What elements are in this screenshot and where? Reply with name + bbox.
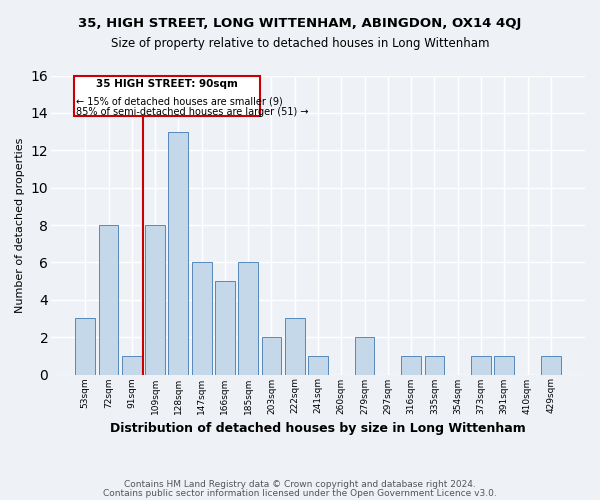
Bar (238, 262, 258, 374)
Bar (471, 356, 491, 374)
Bar (192, 262, 212, 374)
Bar (76, 318, 95, 374)
Text: Contains public sector information licensed under the Open Government Licence v3: Contains public sector information licen… (103, 490, 497, 498)
Bar (262, 337, 281, 374)
Text: 85% of semi-detached houses are larger (51) →: 85% of semi-detached houses are larger (… (76, 108, 308, 118)
Bar (285, 318, 305, 374)
Text: 35, HIGH STREET, LONG WITTENHAM, ABINGDON, OX14 4QJ: 35, HIGH STREET, LONG WITTENHAM, ABINGDO… (79, 18, 521, 30)
Bar (215, 281, 235, 374)
Text: Contains HM Land Registry data © Crown copyright and database right 2024.: Contains HM Land Registry data © Crown c… (124, 480, 476, 489)
Bar (308, 356, 328, 374)
Bar (169, 132, 188, 374)
Text: Size of property relative to detached houses in Long Wittenham: Size of property relative to detached ho… (111, 38, 489, 51)
Bar (145, 225, 165, 374)
Text: 35 HIGH STREET: 90sqm: 35 HIGH STREET: 90sqm (96, 79, 238, 89)
Bar (122, 356, 142, 374)
Y-axis label: Number of detached properties: Number of detached properties (15, 138, 25, 312)
Bar (401, 356, 421, 374)
X-axis label: Distribution of detached houses by size in Long Wittenham: Distribution of detached houses by size … (110, 422, 526, 435)
Bar (74, 76, 260, 116)
Bar (425, 356, 445, 374)
Bar (541, 356, 561, 374)
Bar (98, 225, 118, 374)
Bar (355, 337, 374, 374)
Text: ← 15% of detached houses are smaller (9): ← 15% of detached houses are smaller (9) (76, 97, 283, 107)
Bar (494, 356, 514, 374)
